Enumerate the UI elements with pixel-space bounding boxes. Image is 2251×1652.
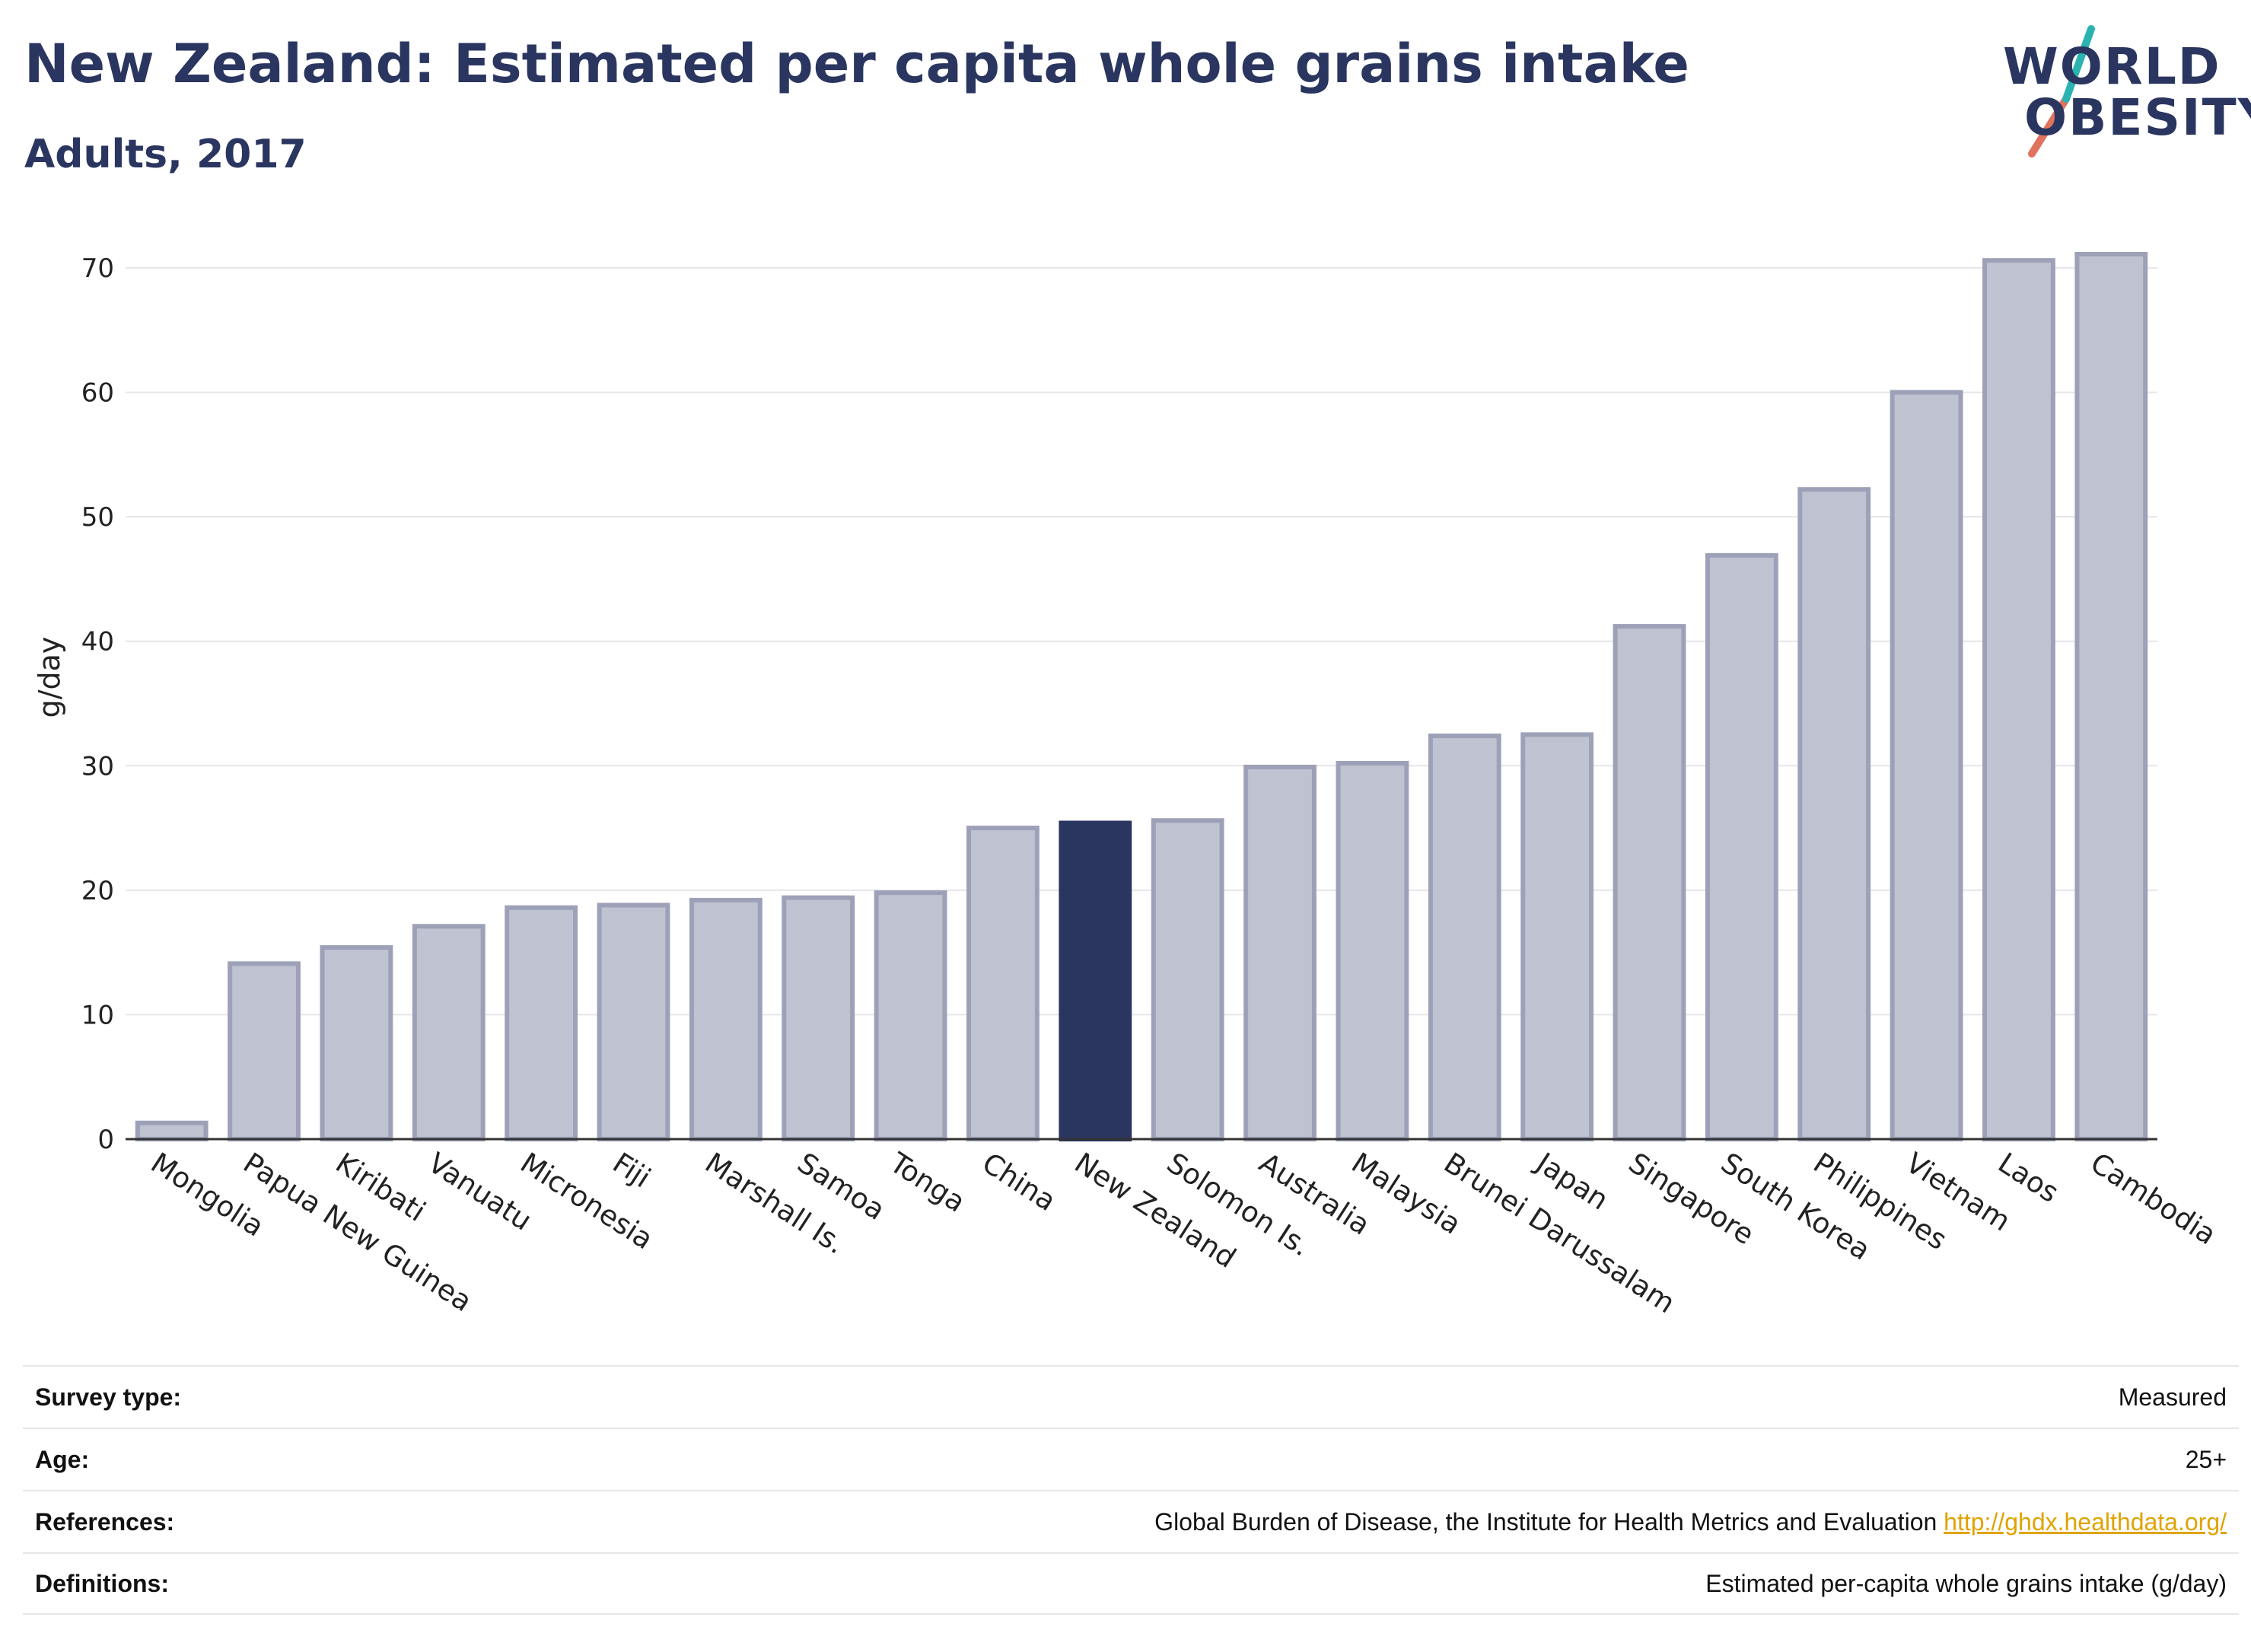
bar-tonga: [874, 890, 947, 1141]
y-axis-label: g/day: [33, 637, 66, 718]
chart-subtitle: Adults, 2017: [24, 132, 307, 177]
y-tick-label: 10: [81, 1000, 114, 1030]
chart-bars: [135, 252, 2148, 1142]
y-tick-label: 50: [81, 502, 114, 533]
x-tick-label: Fiji: [607, 1146, 657, 1194]
references-link[interactable]: http://ghdx.healthdata.org/: [1944, 1507, 2227, 1536]
bar-singapore: [1613, 624, 1686, 1141]
logo-slash-icon: [2028, 25, 2095, 158]
info-row-age: Age: 25+: [23, 1428, 2239, 1490]
info-label: Survey type:: [35, 1383, 182, 1411]
info-value: Measured: [2118, 1383, 2227, 1411]
logo-text-obesity: OBESITY: [2024, 88, 2251, 147]
bar-new-zealand: [1059, 820, 1132, 1141]
bar-samoa: [782, 895, 855, 1141]
bar-laos: [1982, 258, 2055, 1142]
bar-south-korea: [1705, 552, 1778, 1141]
bar-vietnam: [1890, 390, 1963, 1141]
info-label: Definitions:: [35, 1569, 169, 1597]
chart-title: New Zealand: Estimated per capita whole …: [24, 33, 1689, 95]
bar-mongolia: [135, 1120, 209, 1142]
info-label: References:: [35, 1507, 175, 1536]
bar-marshall-is: [689, 897, 763, 1141]
y-axis-ticks: 0 10 20 30 40 50 60 70: [81, 253, 114, 1155]
bar-cambodia: [2074, 252, 2148, 1141]
y-tick-label: 20: [81, 876, 114, 906]
bar-brunei-darussalam: [1428, 734, 1501, 1141]
bar-vanuatu: [412, 924, 486, 1141]
y-tick-label: 40: [81, 627, 114, 657]
bar-micronesia: [505, 905, 578, 1142]
x-tick-label: New Zealand: [1068, 1146, 1241, 1274]
y-tick-label: 70: [81, 253, 114, 284]
y-tick-label: 30: [81, 751, 114, 781]
x-tick-label: China: [976, 1146, 1062, 1218]
bar-solomon-is: [1151, 818, 1224, 1142]
y-tick-label: 60: [81, 378, 114, 409]
bar-malaysia: [1336, 761, 1409, 1141]
info-label: Age:: [35, 1445, 90, 1473]
info-row-survey-type: Survey type: Measured: [23, 1365, 2239, 1428]
x-tick-label: Vanuatu: [422, 1146, 537, 1237]
bar-china: [966, 826, 1040, 1141]
info-value-references: Global Burden of Disease, the Institute …: [1154, 1508, 2227, 1536]
logo-text-world: WORLD: [2003, 37, 2221, 96]
bar-fiji: [597, 902, 670, 1141]
x-tick-label: Laos: [1992, 1146, 2065, 1208]
info-value: 25+: [2185, 1445, 2227, 1473]
info-value: Estimated per-capita whole grains intake…: [1705, 1569, 2227, 1597]
info-row-references: References: Global Burden of Disease, th…: [23, 1490, 2239, 1552]
y-tick-label: 0: [97, 1125, 114, 1155]
bar-australia: [1243, 764, 1317, 1142]
bar-philippines: [1797, 487, 1871, 1141]
bar-japan: [1520, 732, 1594, 1141]
bar-papua-new-guinea: [228, 961, 301, 1141]
bar-kiribati: [320, 945, 393, 1141]
world-obesity-logo: WORLD OBESITY: [1994, 23, 2251, 160]
x-tick-label: Tonga: [884, 1146, 971, 1219]
info-row-definitions: Definitions: Estimated per-capita whole …: [23, 1552, 2239, 1615]
x-tick-label: Cambodia: [2084, 1146, 2221, 1251]
info-table: Survey type: Measured Age: 25+ Reference…: [23, 1365, 2239, 1615]
references-text: Global Burden of Disease, the Institute …: [1154, 1507, 1937, 1536]
